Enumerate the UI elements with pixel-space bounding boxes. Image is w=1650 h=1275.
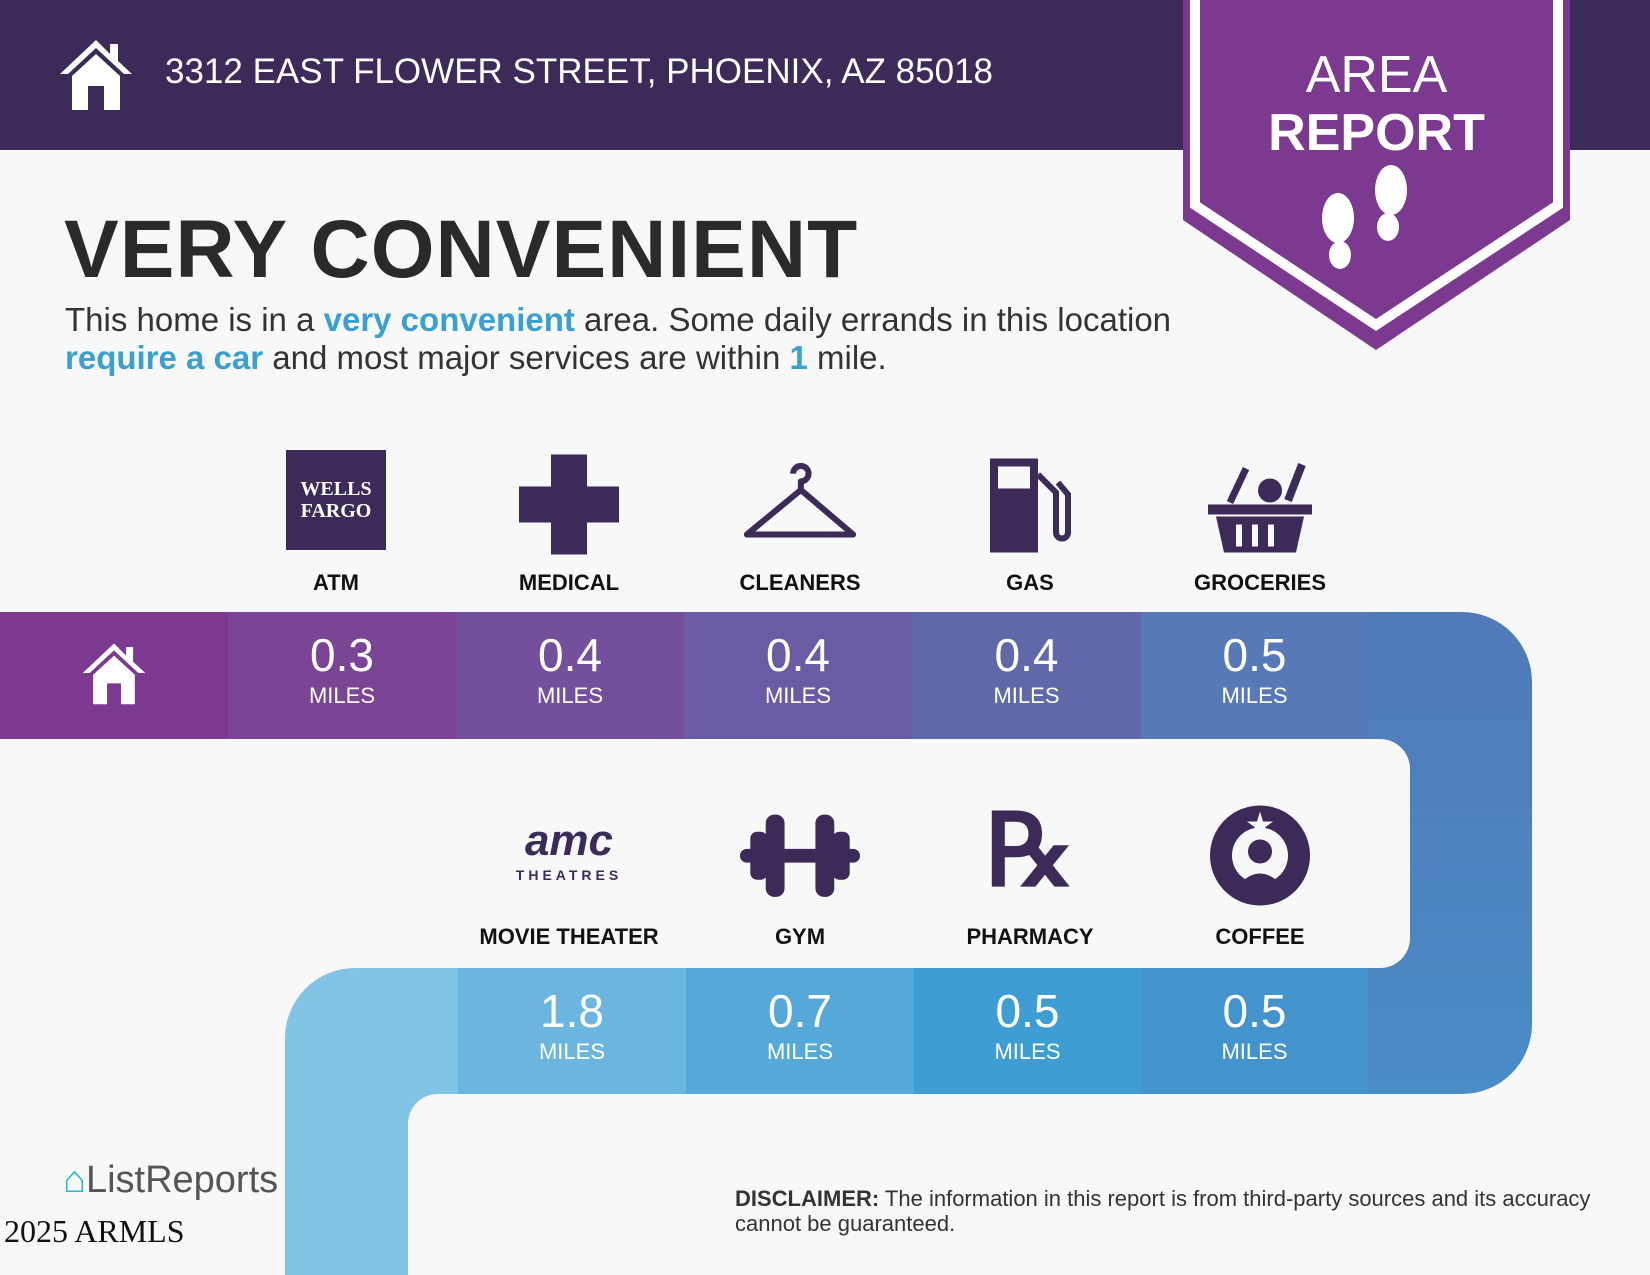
home-icon [60, 40, 132, 110]
headline: VERY CONVENIENT [64, 204, 859, 295]
label-atm: ATM [312, 570, 360, 595]
banner-title: AREA REPORT [1268, 46, 1485, 162]
rx-icon: ℞ [985, 795, 1075, 907]
distance-cell-groceries: 0.5 MILES [1141, 612, 1368, 739]
distance-cell-pharmacy: 0.5 MILES [914, 968, 1141, 1094]
label-pharmacy: PHARMACY [966, 924, 1094, 949]
copyright-watermark: 2025 ARMLS [4, 1213, 185, 1249]
house-logo-icon: ⌂ [63, 1159, 86, 1201]
address: 3312 EAST FLOWER STREET, PHOENIX, AZ 850… [165, 52, 994, 91]
path-gap-bottom [408, 1094, 1650, 1275]
medical-cross-icon [519, 454, 619, 555]
dumbbell-icon [740, 814, 860, 897]
disclaimer: DISCLAIMER: The information in this repo… [735, 1186, 1591, 1236]
wells-fargo-logo: WELLS FARGO [276, 450, 396, 555]
distance-cell-coffee: 0.5 MILES [1141, 968, 1368, 1094]
footprints-icon [1322, 165, 1407, 269]
grocery-basket-icon [1208, 463, 1312, 553]
listreports-logo: ⌂ListReports [63, 1159, 279, 1201]
distance-cell-gas: 0.4 MILES [912, 612, 1141, 739]
description: This home is in a very convenient area. … [65, 301, 1172, 376]
distance-cell-medical: 0.4 MILES [456, 612, 684, 739]
gas-pump-icon [990, 458, 1071, 553]
label-movie-theater: MOVIE THEATER [479, 924, 659, 949]
amc-theatres-logo: amc THEATRES [515, 816, 623, 883]
distance-cell-atm: 0.3 MILES [228, 612, 456, 739]
distance-cell-cleaners: 0.4 MILES [684, 612, 912, 739]
label-cleaners: CLEANERS [739, 570, 861, 595]
label-groceries: GROCERIES [1193, 570, 1327, 595]
label-medical: MEDICAL [518, 570, 620, 595]
hanger-icon [743, 462, 857, 538]
distance-cell-movie-theater: 1.8 MILES [458, 968, 686, 1094]
area-report-banner [1183, 0, 1570, 350]
label-gym: GYM [774, 924, 826, 949]
home-cell [0, 612, 228, 739]
path-gap [0, 739, 1410, 968]
starbucks-logo [1210, 805, 1310, 906]
label-gas: GAS [1006, 570, 1054, 595]
label-coffee: COFFEE [1215, 924, 1305, 949]
home-icon [82, 643, 146, 705]
distance-cell-gym: 0.7 MILES [686, 968, 914, 1094]
